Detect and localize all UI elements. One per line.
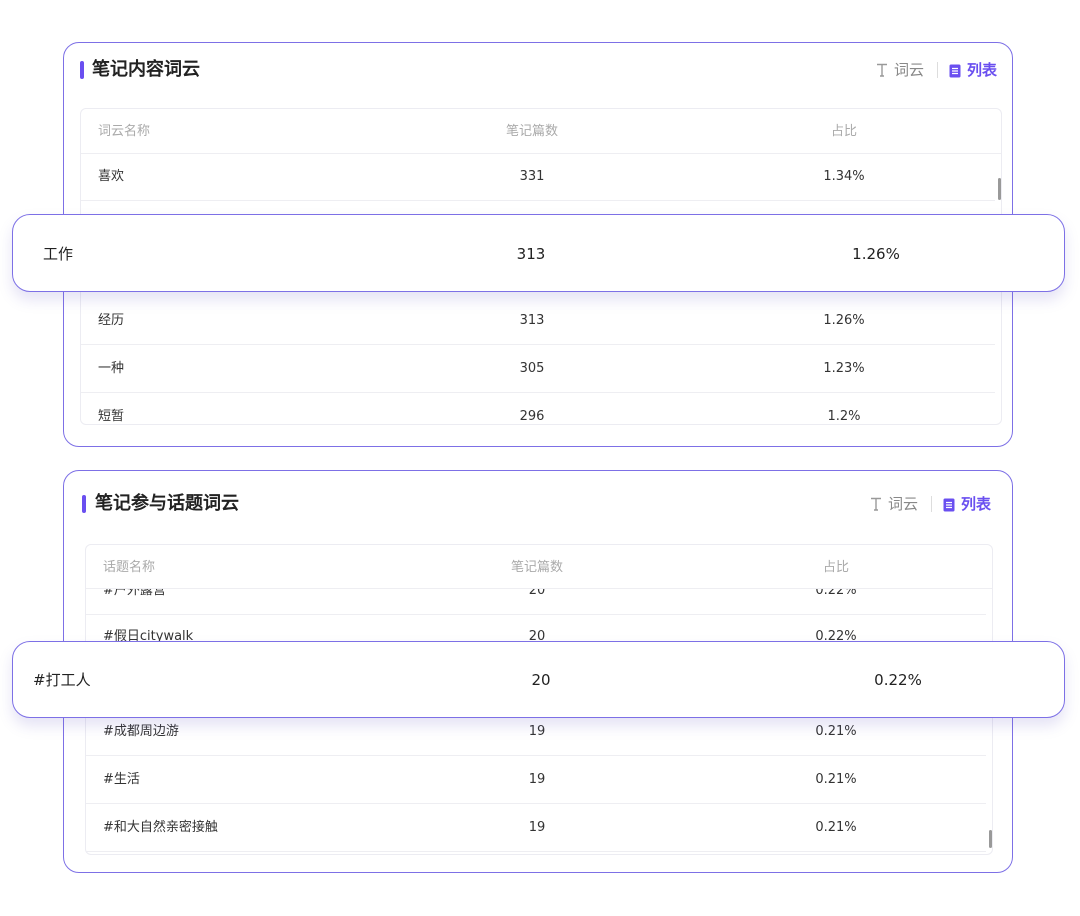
table-cell: 1.23%	[823, 361, 865, 376]
table-cell: 20	[528, 589, 546, 598]
table-cell: 1.34%	[823, 169, 865, 184]
cloud-toggle[interactable]: 词云	[888, 495, 919, 513]
row-divider	[86, 851, 986, 852]
title-accent	[82, 495, 86, 513]
cloud-toggle[interactable]: 词云	[894, 61, 925, 79]
icon-list	[949, 64, 961, 78]
column-header: 占比	[830, 124, 858, 139]
row-divider	[81, 392, 995, 393]
table-cell: 20	[528, 629, 546, 644]
table-cell: 经历	[98, 313, 125, 328]
toggle-divider	[931, 496, 932, 512]
header-divider	[86, 588, 992, 589]
row-divider	[86, 614, 986, 615]
table-cell: 296	[519, 409, 545, 424]
highlighted-cell: 1.26%	[852, 245, 900, 263]
highlighted-cell: 工作	[43, 245, 74, 263]
table-cell: 0.22%	[815, 629, 857, 644]
table-cell: #假日citywalk	[103, 629, 194, 644]
scrollbar	[998, 178, 1001, 200]
highlighted-cell: 313	[516, 245, 546, 263]
table-cell: 19	[528, 724, 546, 739]
column-header: 词云名称	[98, 124, 151, 139]
table-cell: 短暂	[98, 409, 125, 424]
table-cell: 305	[519, 361, 545, 376]
table-cell: 0.21%	[815, 772, 857, 787]
row-divider	[86, 803, 986, 804]
list-toggle[interactable]: 列表	[967, 61, 998, 79]
table-cell: 1.26%	[823, 313, 865, 328]
table-cell: 19	[528, 772, 546, 787]
table-cell: 313	[519, 313, 545, 328]
row-divider	[81, 344, 995, 345]
table-cell: #生活	[103, 772, 140, 787]
icon-t	[871, 497, 881, 511]
column-header: 笔记篇数	[510, 560, 564, 575]
highlighted-cell: 0.22%	[874, 671, 922, 689]
title-accent	[80, 61, 84, 79]
column-header: 占比	[822, 560, 850, 575]
table-cell: #成都周边游	[103, 724, 179, 739]
scrollbar	[989, 830, 992, 848]
table-cell: 1.2%	[827, 409, 861, 424]
row-divider	[86, 755, 986, 756]
column-header: 笔记篇数	[505, 124, 559, 139]
highlighted-row: #打工人 20 0.22%	[12, 641, 1065, 718]
table-cell: 19	[528, 820, 546, 835]
table-cell: 0.21%	[815, 820, 857, 835]
list-icon	[949, 63, 961, 78]
cloud-icon	[876, 62, 888, 77]
panel-title: 笔记参与话题词云	[95, 493, 239, 514]
cloud-icon	[870, 496, 882, 511]
list-icon	[943, 497, 955, 512]
panel-title: 笔记内容词云	[92, 59, 200, 80]
list-toggle[interactable]: 列表	[961, 495, 992, 513]
table-cell: 0.22%	[815, 589, 857, 598]
column-header: 话题名称	[103, 560, 156, 575]
toggle-divider	[937, 62, 938, 78]
highlighted-cell: 20	[531, 671, 551, 689]
highlighted-row: 工作 313 1.26%	[12, 214, 1065, 292]
icon-list	[943, 498, 955, 512]
table-cell: 0.21%	[815, 724, 857, 739]
row-divider	[81, 200, 995, 201]
table-body: #户外露营 20 0.22% #假日citywalk 20 0.22% #成都周边游 19 0.…	[86, 589, 992, 854]
icon-t	[877, 63, 887, 77]
table-cell: #户外露营	[103, 589, 166, 598]
table-cell: 331	[519, 169, 545, 184]
table-cell: 一种	[98, 361, 125, 376]
highlighted-cell: #打工人	[33, 671, 91, 689]
table-cell: #和大自然亲密接触	[103, 820, 218, 835]
header-divider	[81, 153, 1001, 154]
table-cell: 喜欢	[98, 169, 125, 184]
